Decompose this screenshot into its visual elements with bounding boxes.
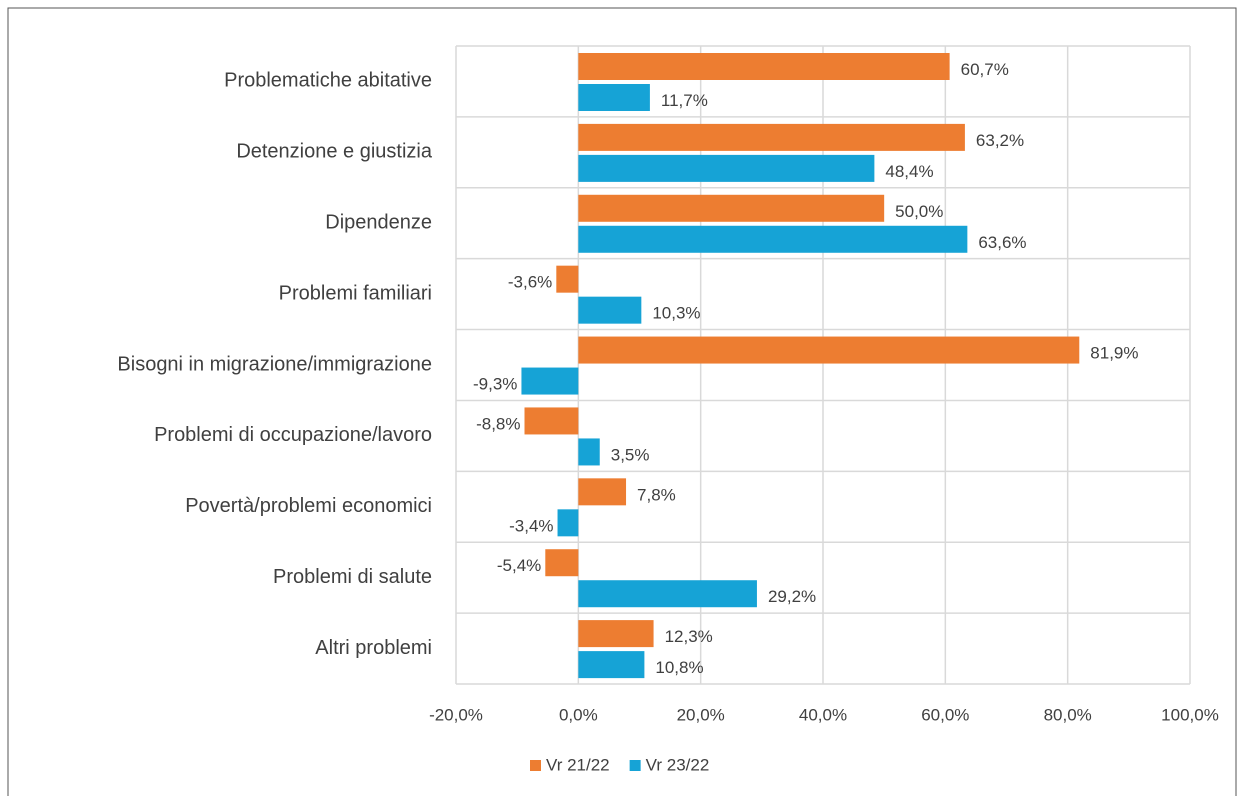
- category-label: Problemi di salute: [273, 566, 432, 588]
- x-tick-label: -20,0%: [429, 705, 483, 724]
- data-label: 7,8%: [637, 485, 676, 504]
- bar: [578, 225, 968, 253]
- bar: [578, 478, 627, 506]
- data-label: -3,6%: [508, 273, 552, 292]
- category-label: Detenzione e giustizia: [236, 141, 433, 163]
- bar: [578, 53, 950, 80]
- category-label: Dipendenze: [325, 212, 432, 234]
- category-label: Altri problemi: [315, 637, 432, 659]
- category-label: Problemi familiari: [279, 282, 432, 304]
- bar: [578, 438, 600, 466]
- data-label: -9,3%: [473, 375, 517, 394]
- data-label: 10,3%: [652, 304, 700, 323]
- bar: [521, 367, 579, 395]
- data-label: 63,2%: [976, 131, 1024, 150]
- data-label: 11,7%: [661, 91, 708, 110]
- data-label: -8,8%: [476, 414, 520, 433]
- data-label: 81,9%: [1090, 344, 1138, 363]
- data-label: 10,8%: [655, 658, 703, 677]
- legend-label: Vr 21/22: [546, 755, 610, 774]
- bar: [556, 265, 579, 293]
- data-label: -5,4%: [497, 556, 541, 575]
- category-label: Problemi di occupazione/lavoro: [154, 424, 432, 446]
- bar: [557, 509, 579, 537]
- bar: [578, 84, 650, 111]
- bar: [578, 296, 642, 324]
- category-label: Bisogni in migrazione/immigrazione: [117, 353, 432, 375]
- bar: [578, 154, 875, 182]
- category-label: Problematiche abitative: [224, 70, 432, 92]
- x-tick-label: 20,0%: [677, 705, 725, 724]
- data-label: 48,4%: [885, 162, 933, 181]
- x-tick-label: 0,0%: [559, 705, 598, 724]
- bar: [578, 620, 654, 648]
- bar: [578, 580, 757, 608]
- bar: [578, 336, 1080, 364]
- data-label: 60,7%: [961, 60, 1009, 79]
- x-tick-label: 100,0%: [1161, 705, 1219, 724]
- data-label: -3,4%: [509, 516, 553, 535]
- bar: [578, 194, 885, 222]
- bar: [578, 123, 965, 151]
- legend-swatch: [629, 760, 641, 771]
- data-label: 29,2%: [768, 587, 816, 606]
- x-tick-label: 80,0%: [1044, 705, 1092, 724]
- data-label: 3,5%: [611, 445, 650, 464]
- legend-swatch: [530, 760, 541, 771]
- x-tick-label: 40,0%: [799, 705, 847, 724]
- data-label: 63,6%: [978, 233, 1026, 252]
- bar: [578, 651, 645, 679]
- data-label: 50,0%: [895, 202, 943, 221]
- x-tick-label: 60,0%: [921, 705, 969, 724]
- bar: [524, 407, 579, 435]
- category-label: Povertà/problemi economici: [185, 495, 432, 517]
- data-label: 12,3%: [665, 627, 713, 646]
- bar: [545, 549, 579, 577]
- frame: [7, 7, 1237, 796]
- legend-label: Vr 23/22: [646, 755, 710, 774]
